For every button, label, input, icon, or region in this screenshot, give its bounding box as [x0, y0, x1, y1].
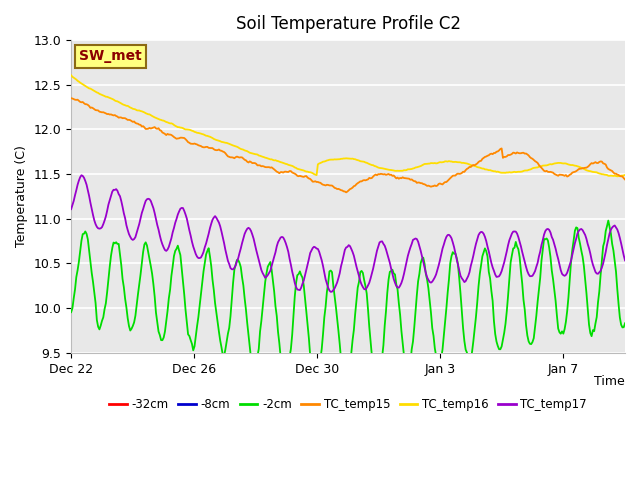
Text: Time: Time [595, 375, 625, 388]
Y-axis label: Temperature (C): Temperature (C) [15, 145, 28, 247]
Title: Soil Temperature Profile C2: Soil Temperature Profile C2 [236, 15, 461, 33]
Legend: -32cm, -8cm, -2cm, TC_temp15, TC_temp16, TC_temp17: -32cm, -8cm, -2cm, TC_temp15, TC_temp16,… [104, 393, 592, 416]
Text: SW_met: SW_met [79, 49, 142, 63]
